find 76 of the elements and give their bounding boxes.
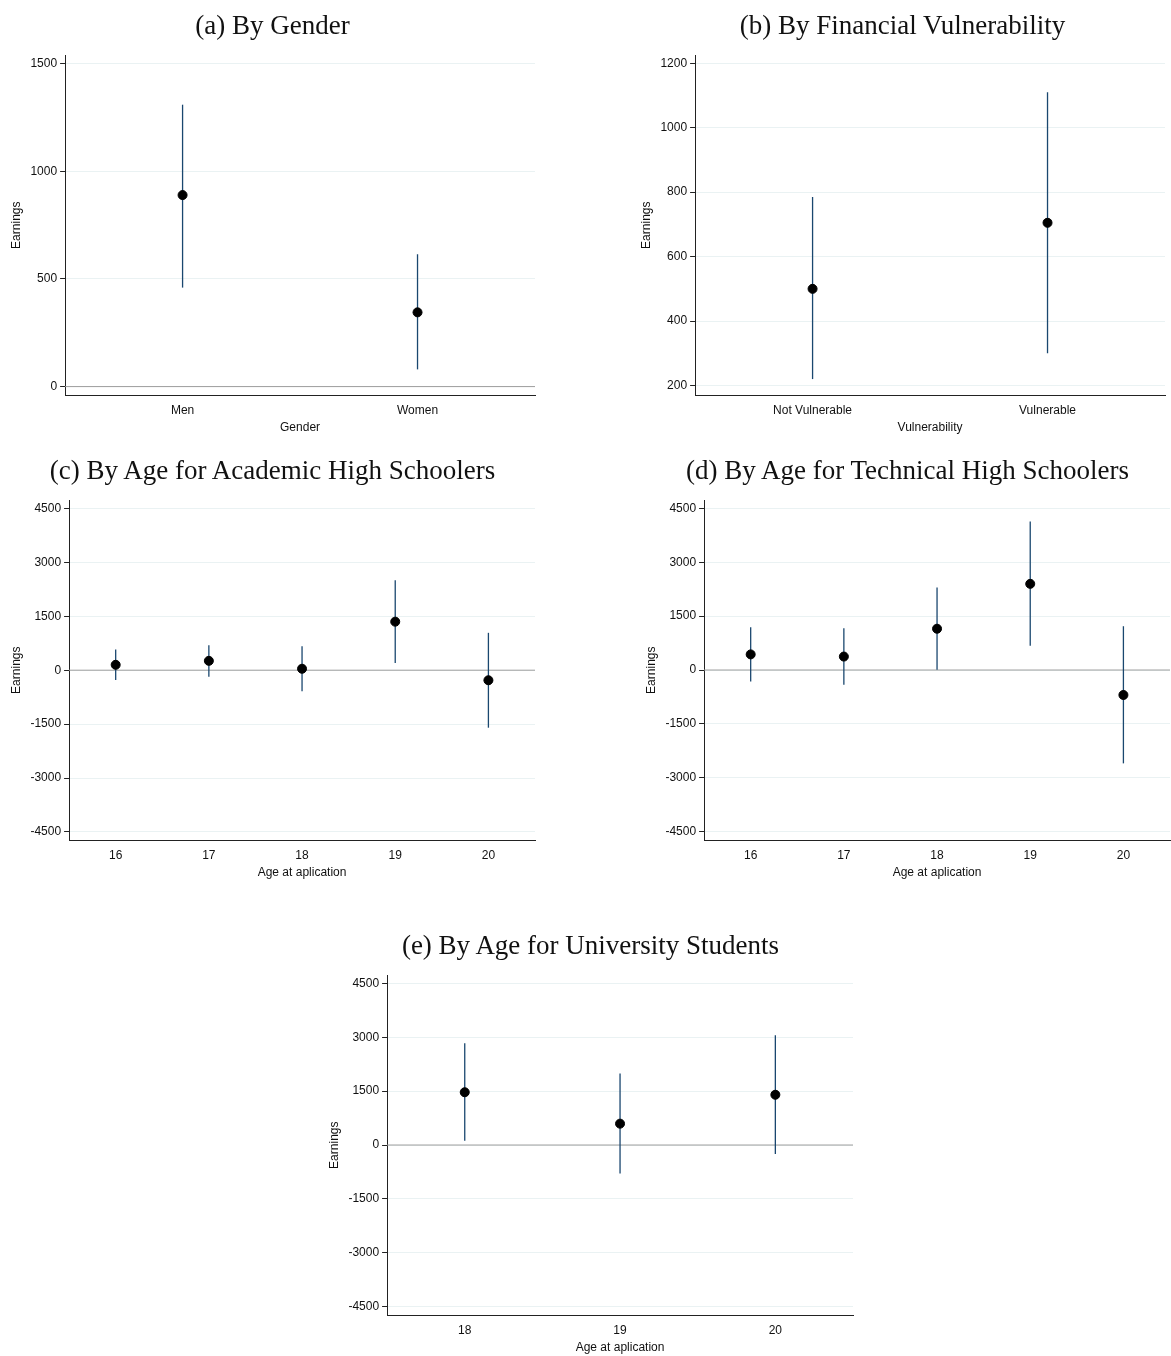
y-tick-label: 0 [54,662,62,677]
y-tick-label: 1000 [30,163,58,178]
chart-title: (d) By Age for Technical High Schoolers [685,454,1130,487]
x-tick-label: 17 [837,847,851,862]
point [203,655,214,666]
x-tick-label: 20 [1116,847,1131,862]
point [838,651,849,662]
y-tick-label: 0 [372,1137,380,1152]
x-tick-label: Men [170,402,195,417]
y-tick-label: 500 [37,271,58,286]
chart-title: (c) By Age for Academic High Schoolers [48,454,497,487]
y-axis-title: Earnings [8,201,23,249]
y-tick-label: 3000 [34,554,62,569]
chart-title: (b) By Financial Vulnerability [738,9,1067,42]
point [483,675,494,686]
y-tick-label: 1500 [30,56,58,71]
y-tick-label: 0 [50,378,58,393]
chart-title: (e) By Age for University Students [400,929,781,962]
point [615,1118,626,1129]
x-tick-label: 20 [768,1322,783,1337]
point [1118,689,1129,700]
y-tick-label: 4500 [669,500,697,515]
point [297,663,308,674]
x-tick-label: 17 [202,847,216,862]
y-tick-label: 1500 [352,1083,380,1098]
y-tick-label: 3000 [352,1029,380,1044]
point [459,1087,470,1098]
x-tick-label: 16 [109,847,123,862]
y-tick-label: 0 [689,662,697,677]
point [1025,578,1036,589]
x-tick-label: Women [396,402,439,417]
x-tick-label: Vulnerable [1019,402,1077,417]
x-tick-label: 16 [744,847,758,862]
x-tick-label: 18 [930,847,945,862]
x-tick-label: Not Vulnerable [773,402,853,417]
y-axis-title: Earnings [643,646,658,694]
y-axis-title: Earnings [326,1121,341,1169]
x-tick-label: 18 [295,847,310,862]
y-tick-label: -3000 [665,770,697,785]
x-axis-title: Age at aplication [892,865,982,880]
y-tick-label: 1500 [34,608,62,623]
y-axis-title: Earnings [8,646,23,694]
y-tick-label: -4500 [30,824,62,839]
x-axis-title: Age at aplication [257,865,347,880]
y-tick-label: -4500 [348,1298,380,1313]
point [745,649,756,660]
x-axis-title: Gender [280,420,321,435]
point [770,1089,781,1100]
y-tick-label: 4500 [352,975,380,990]
y-tick-label: -1500 [665,716,697,731]
y-tick-label: -3000 [30,770,62,785]
y-tick-label: 200 [667,377,688,392]
point [390,616,401,627]
y-tick-label: 600 [667,248,688,263]
y-tick-label: -3000 [348,1245,380,1260]
y-tick-label: 1000 [660,120,688,135]
y-tick-label: 3000 [669,554,697,569]
x-axis-title: Age at aplication [575,1340,665,1355]
x-axis-title: Vulnerability [897,420,963,435]
x-tick-label: 19 [1023,847,1038,862]
y-tick-label: -1500 [30,716,62,731]
y-tick-label: 400 [667,313,688,328]
point [110,659,121,670]
y-tick-label: -4500 [665,823,697,838]
y-tick-label: 1500 [669,608,697,623]
x-tick-label: 18 [458,1322,472,1337]
y-axis-title: Earnings [638,201,653,249]
x-tick-label: 20 [481,847,496,862]
x-tick-label: 19 [613,1322,628,1337]
y-tick-label: -1500 [348,1191,380,1206]
y-tick-label: 1200 [660,55,688,70]
point [932,623,943,634]
y-tick-label: 4500 [34,500,62,515]
chart-title: (a) By Gender [194,9,351,42]
y-tick-label: 800 [667,184,688,199]
x-tick-label: 19 [388,847,403,862]
